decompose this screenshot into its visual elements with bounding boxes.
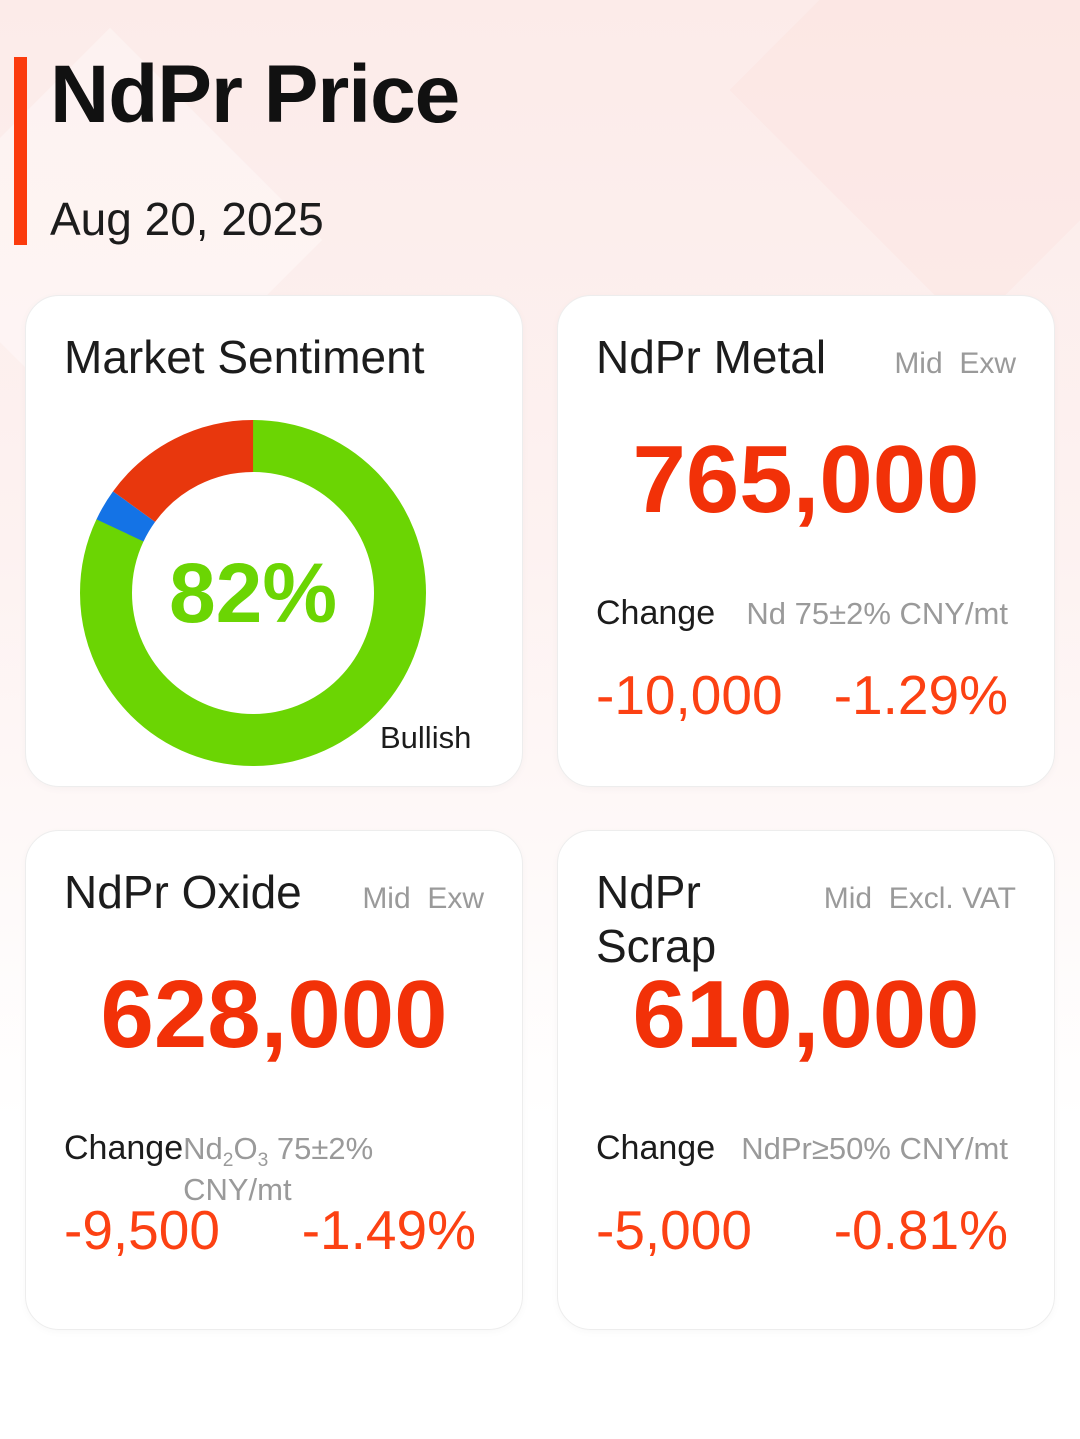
ndpr-metal-card: NdPr Metal Mid Exw 765,000 Change Nd 75±… — [557, 295, 1055, 787]
unit-spec: Nd2O3 75±2% CNY/mt — [183, 1131, 374, 1208]
sentiment-card-title: Market Sentiment — [64, 331, 425, 383]
cards-grid: Market Sentiment 82% Bullish NdPr Metal … — [25, 295, 1055, 1330]
ndpr-oxide-card: NdPr Oxide Mid Exw 628,000 Change Nd2O3 … — [25, 830, 523, 1330]
card-title: NdPr Oxide — [64, 866, 302, 918]
market-sentiment-card: Market Sentiment 82% Bullish — [25, 295, 523, 787]
card-title: NdPr Metal — [596, 331, 827, 383]
change-label: Change — [64, 1129, 184, 1167]
page-title: NdPr Price — [50, 49, 460, 140]
price-value: 610,000 — [632, 961, 980, 1068]
unit-spec: Nd 75±2% CNY/mt — [746, 596, 1008, 631]
background-decoration — [729, 0, 1080, 331]
change-percent: -0.81% — [833, 1199, 1008, 1261]
change-absolute: -9,500 — [64, 1199, 220, 1261]
change-absolute: -10,000 — [596, 664, 783, 726]
change-percent: -1.29% — [833, 664, 1008, 726]
sentiment-label: Bullish — [380, 720, 472, 755]
page-date: Aug 20, 2025 — [50, 193, 324, 245]
title-accent-bar — [14, 57, 27, 245]
card-spec: Mid Exw — [362, 882, 484, 915]
change-label: Change — [596, 1129, 716, 1167]
price-value: 765,000 — [632, 426, 980, 533]
change-percent: -1.49% — [301, 1199, 476, 1261]
price-value: 628,000 — [100, 961, 448, 1068]
unit-spec: NdPr≥50% CNY/mt — [741, 1131, 1008, 1166]
donut-segment-#e8370d — [79, 420, 426, 766]
card-spec: Mid Excl. VAT — [823, 882, 1016, 915]
ndpr-scrap-card: NdPr Scrap Mid Excl. VAT 610,000 Change … — [557, 830, 1055, 1330]
card-title: NdPr Scrap — [596, 866, 717, 972]
change-absolute: -5,000 — [596, 1199, 752, 1261]
change-label: Change — [596, 594, 716, 632]
card-spec: Mid Exw — [894, 347, 1016, 380]
sentiment-donut-chart: 82% — [78, 418, 428, 768]
donut-chart-svg — [79, 420, 426, 766]
